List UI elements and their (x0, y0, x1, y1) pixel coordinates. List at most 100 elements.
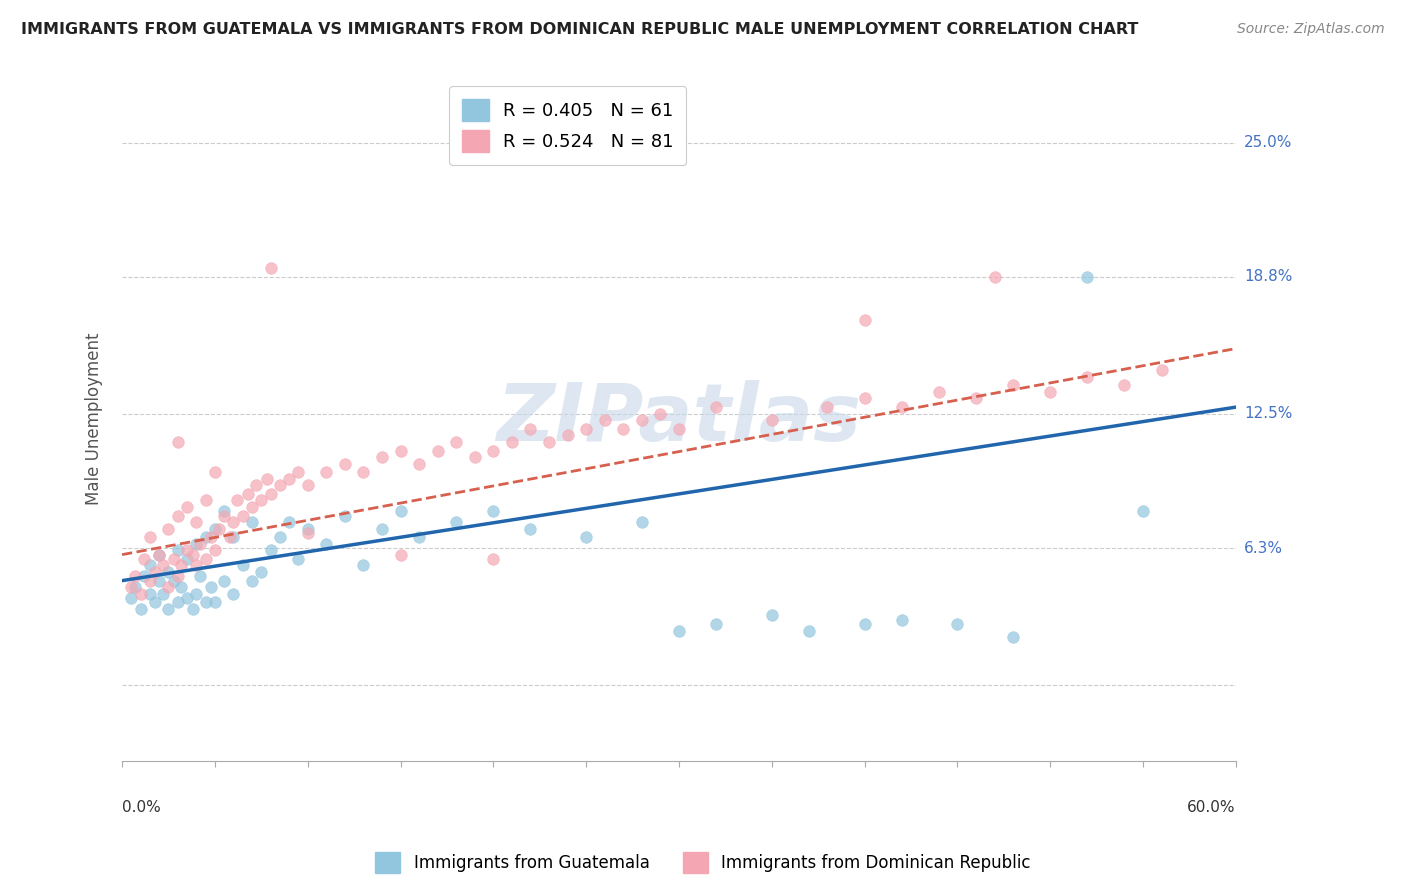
Y-axis label: Male Unemployment: Male Unemployment (86, 333, 103, 505)
Legend: Immigrants from Guatemala, Immigrants from Dominican Republic: Immigrants from Guatemala, Immigrants fr… (368, 846, 1038, 880)
Point (501, 434, 523, 449)
Point (408, 530, 430, 544)
Point (163, 574, 186, 588)
Point (194, 552, 217, 566)
Point (278, 515, 301, 529)
Text: 0.0%: 0.0% (122, 799, 160, 814)
Point (204, 543, 226, 558)
Point (194, 530, 217, 544)
Point (444, 434, 467, 449)
Text: Source: ZipAtlas.com: Source: ZipAtlas.com (1237, 22, 1385, 37)
Point (207, 522, 229, 536)
Point (134, 552, 156, 566)
Point (1039, 384, 1062, 399)
Point (1132, 504, 1154, 518)
Point (200, 530, 222, 544)
Point (946, 617, 969, 632)
Point (222, 515, 245, 529)
Point (928, 384, 950, 399)
Point (176, 543, 198, 558)
Point (259, 543, 281, 558)
Text: 18.8%: 18.8% (1244, 269, 1292, 285)
Point (188, 569, 211, 583)
Point (797, 624, 820, 638)
Point (575, 530, 598, 544)
Point (389, 443, 412, 458)
Point (163, 552, 186, 566)
Point (181, 548, 204, 562)
Point (240, 574, 263, 588)
Point (129, 602, 152, 616)
Point (157, 602, 180, 616)
Point (232, 508, 254, 523)
Point (129, 587, 152, 601)
Text: 6.3%: 6.3% (1244, 541, 1284, 556)
Point (194, 493, 217, 508)
Point (650, 407, 672, 421)
Point (139, 587, 162, 601)
Point (278, 472, 301, 486)
Point (139, 530, 162, 544)
Point (145, 565, 167, 579)
Point (250, 493, 273, 508)
Point (482, 552, 505, 566)
Point (200, 580, 222, 594)
Point (1114, 378, 1136, 392)
Point (240, 500, 263, 514)
Point (630, 413, 652, 427)
Text: 60.0%: 60.0% (1188, 799, 1236, 814)
Point (297, 525, 319, 540)
Point (482, 504, 505, 518)
Point (519, 522, 541, 536)
Point (166, 595, 188, 609)
Point (186, 537, 208, 551)
Point (853, 392, 876, 406)
Point (371, 522, 394, 536)
Point (212, 574, 235, 588)
Point (426, 443, 449, 458)
Point (965, 392, 987, 406)
Point (120, 580, 142, 594)
Point (226, 493, 249, 508)
Point (853, 313, 876, 327)
Point (371, 450, 394, 464)
Point (890, 613, 912, 627)
Point (186, 515, 208, 529)
Point (120, 591, 142, 605)
Text: 12.5%: 12.5% (1244, 406, 1292, 421)
Point (176, 500, 198, 514)
Point (1076, 270, 1098, 285)
Point (222, 530, 245, 544)
Point (890, 400, 912, 414)
Point (352, 465, 374, 479)
Point (152, 587, 174, 601)
Point (630, 515, 652, 529)
Point (157, 565, 180, 579)
Point (482, 443, 505, 458)
Point (166, 569, 188, 583)
Point (188, 537, 211, 551)
Text: IMMIGRANTS FROM GUATEMALA VS IMMIGRANTS FROM DOMINICAN REPUBLIC MALE UNEMPLOYMEN: IMMIGRANTS FROM GUATEMALA VS IMMIGRANTS … (21, 22, 1139, 37)
Point (166, 508, 188, 523)
Point (166, 434, 188, 449)
Point (204, 595, 226, 609)
Point (145, 595, 167, 609)
Point (287, 552, 309, 566)
Point (668, 422, 690, 436)
Point (245, 478, 267, 492)
Point (176, 591, 198, 605)
Point (853, 617, 876, 632)
Point (212, 508, 235, 523)
Point (170, 558, 193, 573)
Point (259, 261, 281, 276)
Point (761, 608, 783, 623)
Point (352, 558, 374, 573)
Point (519, 422, 541, 436)
Point (297, 522, 319, 536)
Point (204, 522, 226, 536)
Point (218, 530, 240, 544)
Point (287, 465, 309, 479)
Point (761, 413, 783, 427)
Point (315, 465, 337, 479)
Point (389, 548, 412, 562)
